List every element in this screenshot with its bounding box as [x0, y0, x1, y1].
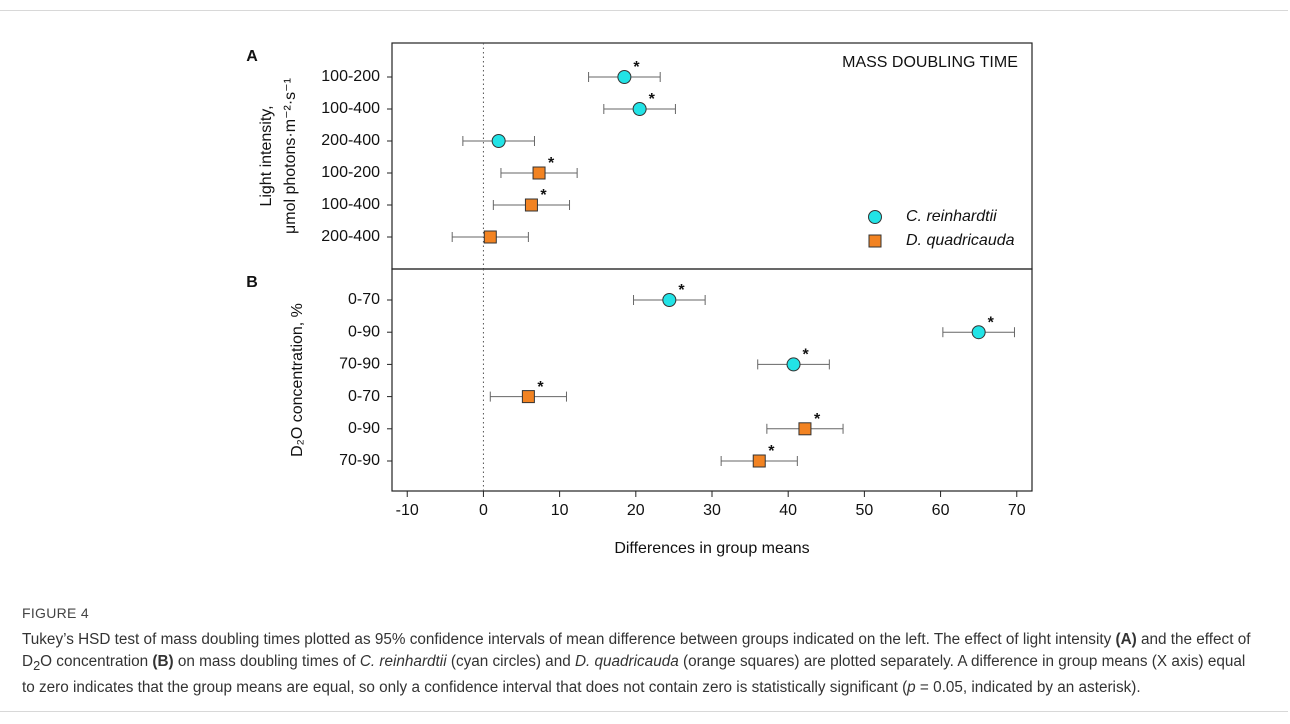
significance-mark: * — [540, 187, 547, 204]
legend-marker — [868, 234, 882, 248]
caption-text: 2 — [33, 658, 41, 674]
panel-label: B — [246, 274, 258, 291]
x-tick-label: -10 — [396, 502, 419, 519]
data-point — [752, 454, 766, 468]
caption-text: p — [907, 679, 916, 697]
caption-text: on mass doubling times of — [173, 653, 360, 670]
data-point — [798, 422, 812, 436]
significance-mark: * — [803, 347, 810, 364]
caption-text: (cyan circles) and — [446, 653, 575, 670]
y-axis-label: Light intensity, — [258, 105, 275, 206]
caption-text: D. quadricauda — [574, 653, 679, 670]
data-point — [632, 102, 647, 116]
data-point — [483, 230, 497, 244]
panel-title: MASS DOUBLING TIME — [842, 54, 1018, 71]
caption-text: (B) — [152, 653, 174, 670]
y-tick-label: 100-200 — [321, 164, 380, 181]
legend-marker — [868, 210, 882, 224]
y-tick-label: 100-400 — [321, 196, 380, 213]
data-point — [521, 390, 535, 404]
legend-label: D. quadricauda — [906, 232, 1015, 249]
x-tick-label: 50 — [855, 502, 873, 519]
y-tick-label: 70-90 — [339, 452, 380, 469]
data-point — [524, 198, 538, 212]
caption-text: O concentration — [40, 653, 153, 670]
y-axis-label: μmol photons·m⁻²·s⁻¹ — [282, 78, 299, 234]
caption-text: C. reinhardtii — [359, 653, 447, 670]
x-tick-label: 0 — [479, 502, 488, 519]
data-point — [662, 293, 677, 307]
caption-text: (A) — [1115, 631, 1137, 648]
caption-text: (orange squares) are plotted separately.… — [22, 653, 1246, 697]
figure-label: FIGURE 4 — [22, 605, 89, 621]
y-tick-label: 0-70 — [348, 388, 380, 405]
figure-caption: Tukey’s HSD test of mass doubling times … — [22, 629, 1262, 699]
x-tick-label: 60 — [932, 502, 950, 519]
significance-mark: * — [537, 379, 544, 396]
x-tick-label: 40 — [779, 502, 797, 519]
y-axis-label: D₂O concentration, % — [289, 303, 306, 457]
significance-mark: * — [633, 59, 640, 76]
significance-mark: * — [814, 411, 821, 428]
x-axis-label: Differences in group means — [614, 540, 809, 557]
significance-mark: * — [988, 314, 995, 331]
data-point — [971, 325, 986, 340]
significance-mark: * — [678, 282, 685, 299]
y-tick-label: 0-90 — [348, 323, 380, 340]
y-tick-label: 200-400 — [321, 132, 380, 149]
caption-text: = 0.05, indicated by an asterisk). — [915, 679, 1141, 697]
caption-text: Tukey’s HSD test of mass doubling times … — [22, 631, 1116, 648]
chart: A MASS DOUBLING TIME Light intensity, μmol … — [246, 42, 1033, 557]
y-tick-label: 100-400 — [321, 100, 380, 117]
figure: A MASS DOUBLING TIME Light intensity, μmol … — [0, 10, 1288, 712]
data-point — [786, 357, 801, 372]
x-tick-label: 10 — [551, 502, 569, 519]
data-point — [532, 166, 546, 180]
x-tick-label: 30 — [703, 502, 721, 519]
y-tick-label: 0-70 — [348, 291, 380, 308]
data-point — [491, 134, 506, 148]
significance-mark: * — [768, 443, 775, 460]
plot-frame — [391, 268, 1033, 492]
data-point — [617, 70, 632, 84]
panel-label: A — [246, 48, 258, 65]
y-tick-label: 200-400 — [321, 228, 380, 245]
caption-text: and the effect of D — [22, 631, 1251, 670]
significance-mark: * — [548, 155, 555, 172]
significance-mark: * — [649, 91, 656, 108]
y-tick-label: 0-90 — [348, 420, 380, 437]
x-tick-label: 70 — [1008, 502, 1026, 519]
y-tick-label: 100-200 — [321, 68, 380, 85]
legend-label: C. reinhardtii — [906, 208, 997, 225]
x-tick-label: 20 — [627, 502, 645, 519]
y-tick-label: 70-90 — [339, 356, 380, 373]
